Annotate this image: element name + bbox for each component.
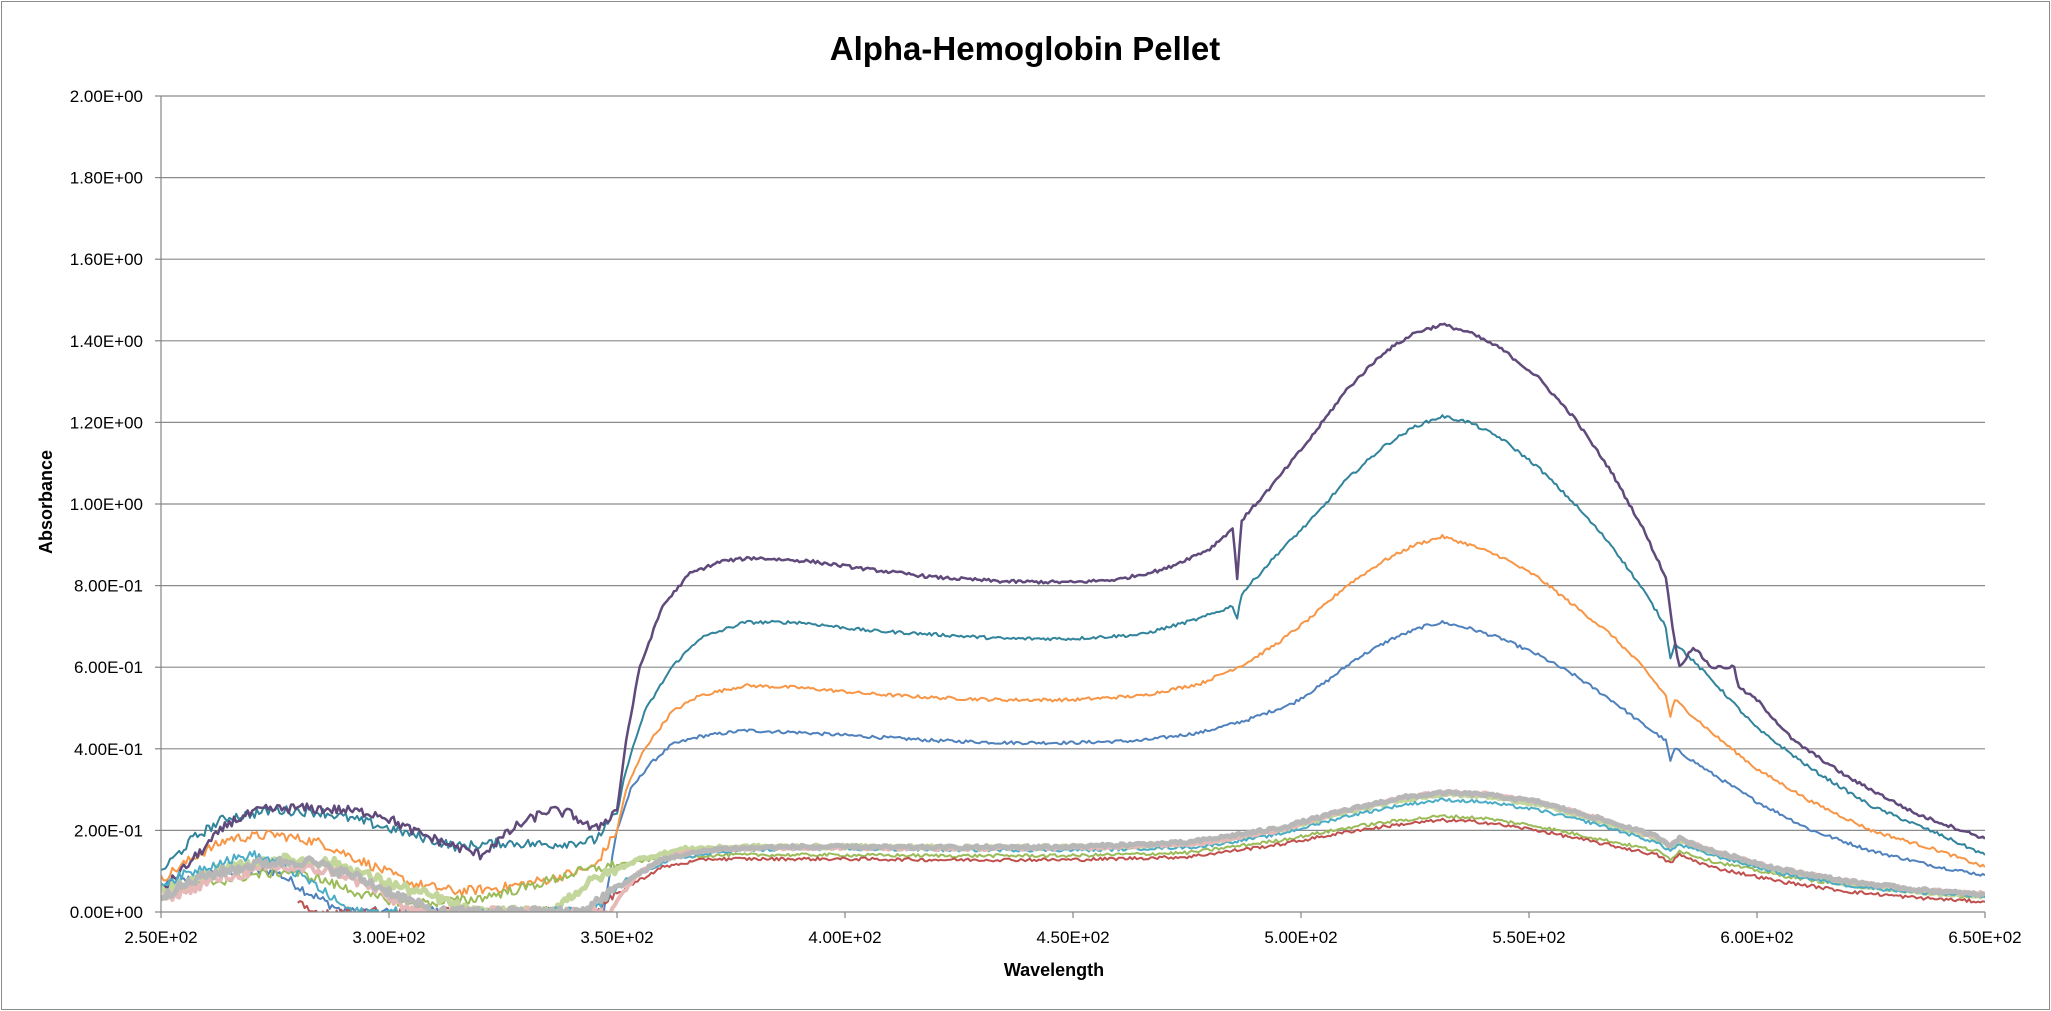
series-line-5 — [161, 814, 1985, 909]
series-line-3 — [161, 414, 1985, 871]
x-tick-label: 6.00E+02 — [1720, 928, 1793, 947]
x-tick-label: 3.50E+02 — [580, 928, 653, 947]
series-line-2 — [161, 534, 1985, 897]
y-tick-label: 8.00E-01 — [74, 577, 143, 596]
y-tick-labels: 0.00E+00 2.00E-01 4.00E-01 6.00E-01 8.00E-01… — [70, 87, 143, 922]
y-tick-label: 4.00E-01 — [74, 740, 143, 759]
x-tick-label: 5.00E+02 — [1264, 928, 1337, 947]
series-line-1 — [161, 620, 1985, 912]
x-tick-label: 6.50E+02 — [1948, 928, 2021, 947]
x-tick-label: 4.50E+02 — [1036, 928, 1109, 947]
axes — [155, 95, 1986, 918]
x-axis-label: Wavelength — [1004, 960, 1104, 980]
y-tick-label: 1.60E+00 — [70, 250, 143, 269]
x-tick-label: 3.00E+02 — [352, 928, 425, 947]
series-line-8 — [161, 797, 1985, 912]
y-tick-label: 1.20E+00 — [70, 413, 143, 432]
series-line-6 — [297, 817, 1985, 912]
x-tick-label: 5.50E+02 — [1492, 928, 1565, 947]
x-tick-label: 2.50E+02 — [124, 928, 197, 947]
y-axis-label: Absorbance — [36, 450, 56, 554]
series-line-4 — [161, 322, 1985, 892]
y-tick-label: 2.00E+00 — [70, 87, 143, 106]
series-line-10 — [161, 789, 1985, 912]
series-group — [161, 322, 1985, 912]
gridlines — [161, 95, 1985, 832]
y-tick-label: 1.40E+00 — [70, 332, 143, 351]
y-tick-label: 6.00E-01 — [74, 658, 143, 677]
y-tick-label: 1.80E+00 — [70, 169, 143, 188]
x-tick-label: 4.00E+02 — [808, 928, 881, 947]
x-tick-labels: 2.50E+02 3.00E+02 3.50E+02 4.00E+02 4.50E+02… — [124, 928, 2021, 947]
y-tick-label: 1.00E+00 — [70, 495, 143, 514]
chart-title: Alpha-Hemoglobin Pellet — [830, 30, 1221, 67]
y-tick-label: 0.00E+00 — [70, 903, 143, 922]
y-tick-label: 2.00E-01 — [74, 821, 143, 840]
